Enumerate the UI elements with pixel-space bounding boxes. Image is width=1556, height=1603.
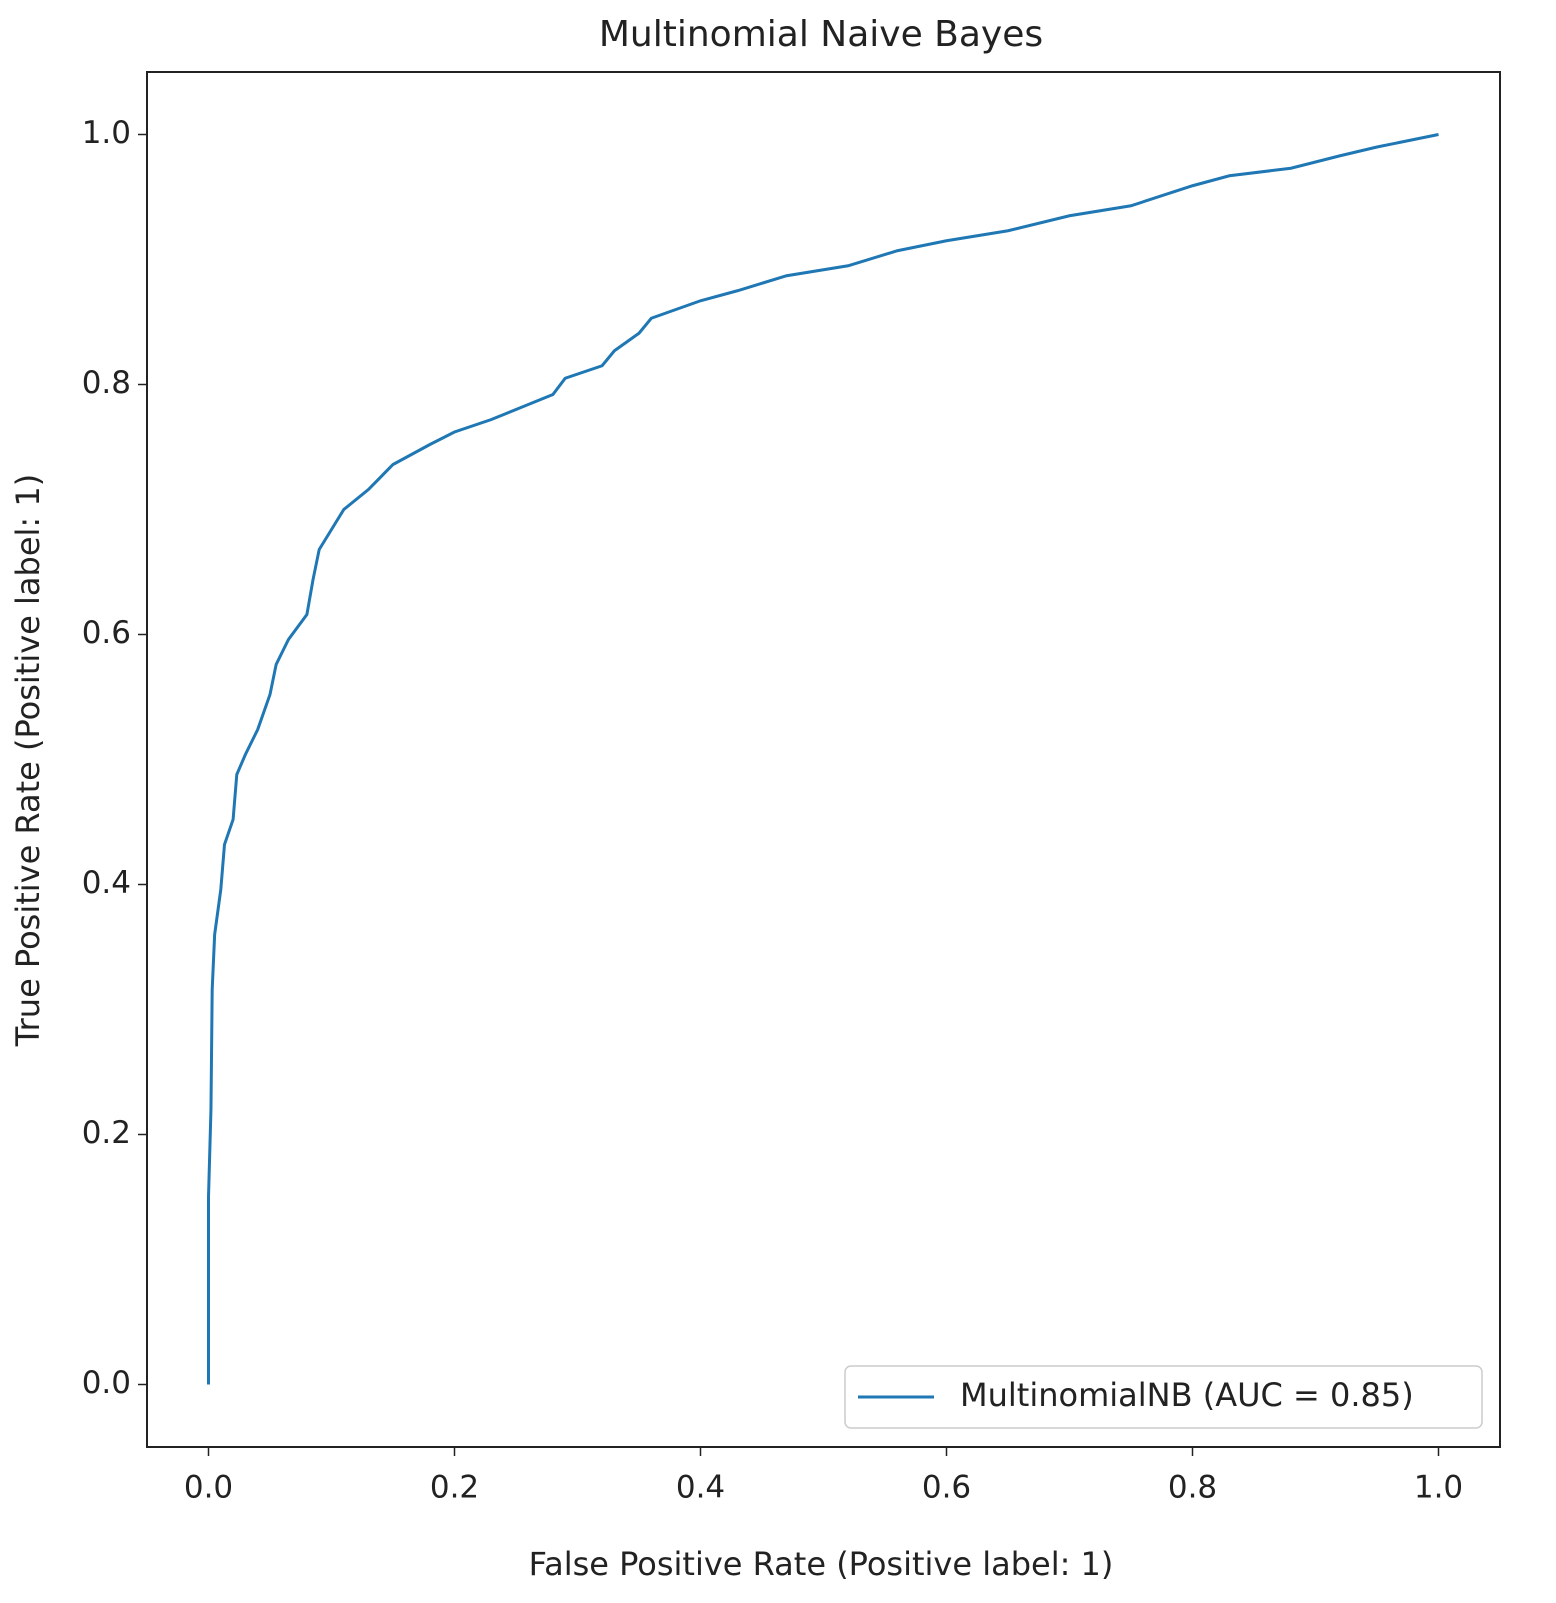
y-tick-label: 0.0 (82, 1365, 131, 1401)
x-tick-label: 0.8 (1168, 1470, 1217, 1506)
roc-curve (207, 133, 1439, 1385)
legend-box (844, 1365, 1483, 1429)
x-tick-label: 1.0 (1414, 1470, 1463, 1506)
chart-title: Multinomial Naive Bayes (599, 14, 1043, 55)
x-tick-label: 0.0 (184, 1470, 233, 1506)
plot-frame (146, 71, 1501, 1448)
y-tick-label: 0.6 (82, 615, 131, 651)
x-tick-label: 0.2 (430, 1470, 479, 1506)
y-tick-label: 0.2 (82, 1115, 131, 1151)
x-tick-label: 0.4 (676, 1470, 725, 1506)
x-axis-label: False Positive Rate (Positive label: 1) (529, 1545, 1114, 1583)
x-tick-label: 0.6 (922, 1470, 971, 1506)
y-axis-label: True Positive Rate (Positive label: 1) (9, 474, 47, 1047)
y-tick-label: 1.0 (82, 115, 131, 151)
legend-label: MultinomialNB (AUC = 0.85) (960, 1376, 1414, 1414)
y-tick-label: 0.8 (82, 365, 131, 401)
y-tick-label: 0.4 (82, 865, 131, 901)
